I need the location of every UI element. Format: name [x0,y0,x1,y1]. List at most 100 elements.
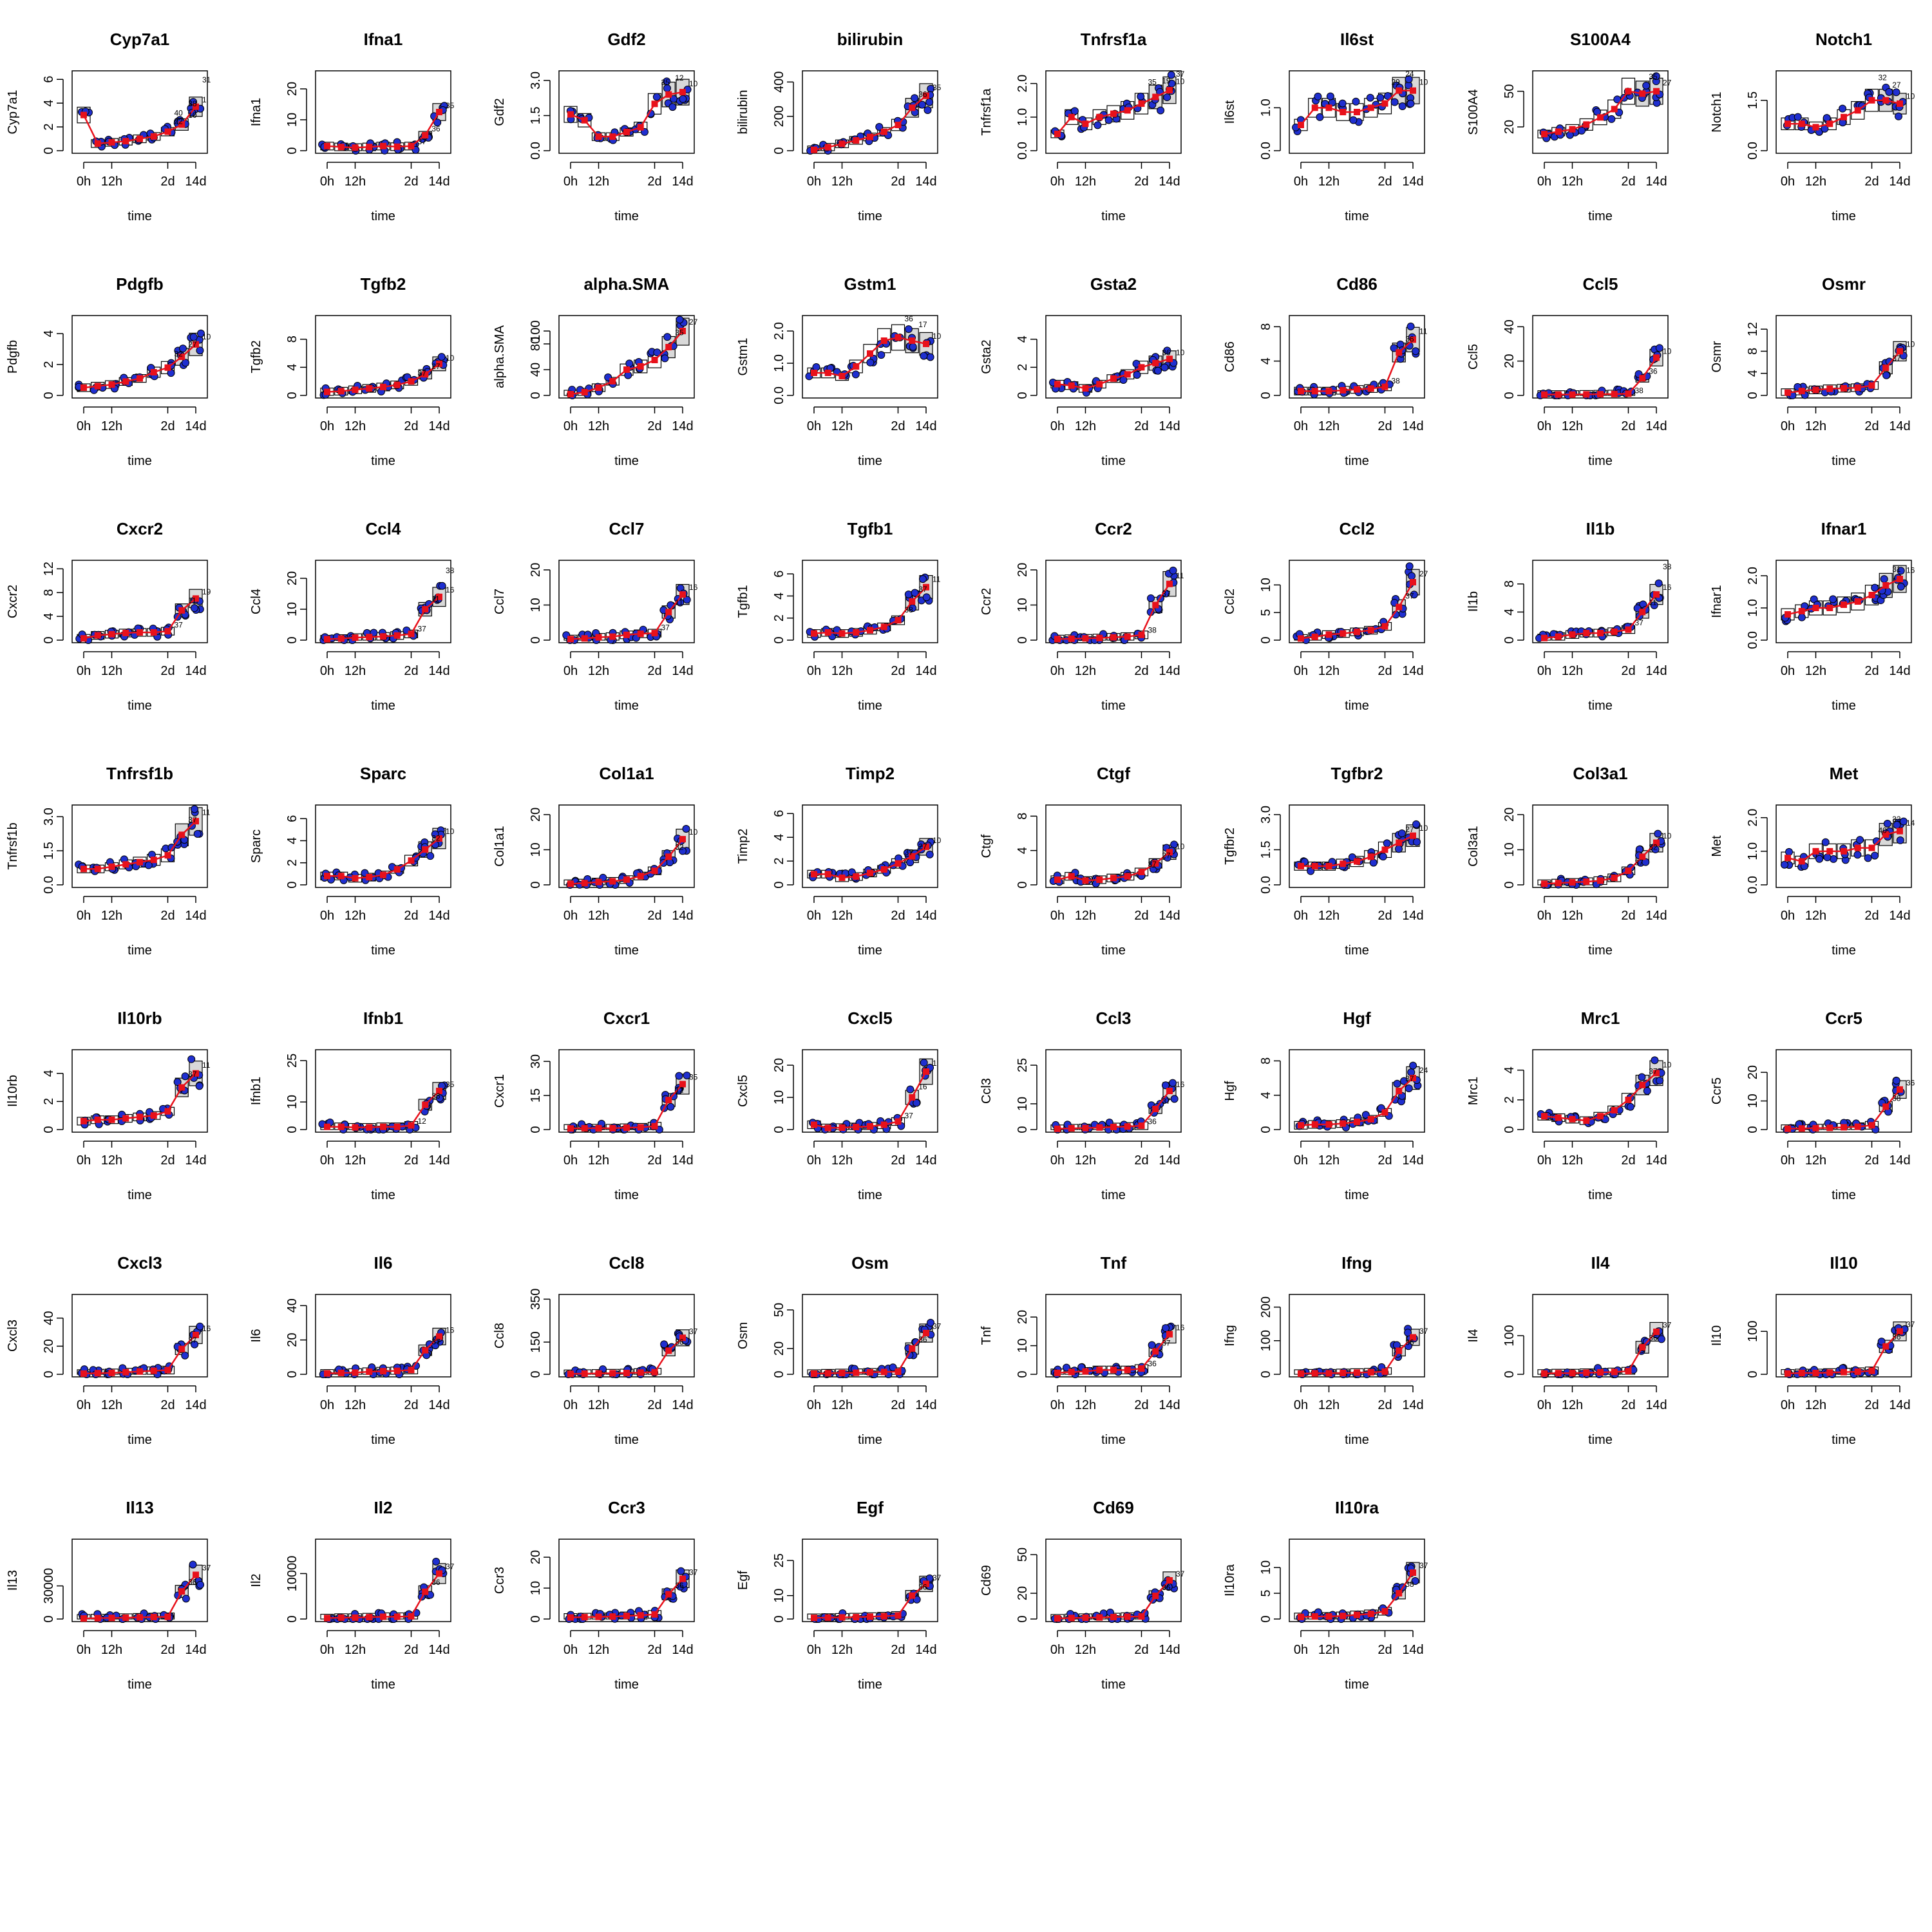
data-point [1326,92,1334,100]
mean-marker [122,1614,129,1621]
mean-marker [1367,1116,1374,1122]
point-label: 37 [1405,1074,1414,1083]
x-tick-label: 14d [915,175,936,189]
y-tick-label: 40 [42,1311,56,1325]
chart-title: Egf [857,1498,884,1517]
y-axis-label: Gsta2 [980,339,994,374]
x-tick-label: 12h [588,1643,609,1657]
mean-marker [1054,130,1061,137]
mean-marker [595,1370,602,1377]
y-tick-label: 20 [772,1341,786,1356]
point-label: 35 [689,1072,698,1081]
y-tick-label: 2.0 [1746,567,1760,585]
mean-marker [581,635,588,642]
x-axis-label: time [1345,1188,1369,1202]
data-point [1829,595,1837,603]
point-label: 10 [689,828,698,837]
x-tick-label: 0h [1050,419,1065,433]
x-tick-label: 2d [647,419,661,433]
chart-title: Notch1 [1815,30,1872,49]
mean-marker [380,383,386,390]
mean-marker [609,133,616,140]
mean-marker [1826,385,1833,392]
mean-marker [581,1124,588,1132]
chart-panel-col1a1: Col1a1 0 10 20 Col1a1 0h 12h 2d 14d time 10 32 [493,764,698,958]
mean-marker [1569,631,1576,638]
mean-marker [1367,1368,1374,1376]
y-tick-label: 0 [42,636,56,643]
data-point [1169,566,1177,574]
y-tick-label: 25 [772,1553,786,1567]
chart-title: Cd86 [1336,274,1378,294]
y-axis-label: Il2 [249,1573,263,1587]
y-axis-label: Tgfb2 [249,340,263,373]
x-tick-label: 0h [1294,909,1308,923]
plot-frame [1532,70,1669,154]
point-label: 36 [1162,1583,1171,1592]
x-tick-label: 14d [672,419,693,433]
point-label: 11 [1419,327,1428,336]
x-axis-label: time [1588,209,1613,223]
mean-marker [1625,626,1632,633]
mean-marker [609,633,616,640]
mean-marker [1311,1370,1318,1377]
y-axis-label: Il10rb [6,1075,20,1107]
y-tick-label: 50 [1502,84,1517,99]
mean-marker [80,384,87,391]
point-label: 36 [675,1581,684,1590]
mean-marker [895,860,902,867]
y-axis-label: Ifng [1223,1325,1237,1346]
mean-marker [1625,1096,1632,1103]
data-point [904,591,913,599]
x-tick-label: 12h [345,1153,366,1168]
chart-panel-ifnb1: Ifnb1 0 10 25 Ifnb1 0h 12h 2d 14d time 35 36 12 [249,1009,455,1202]
data-point [676,316,684,324]
data-point [1821,838,1830,846]
data-point [1412,820,1421,828]
plot-frame [1776,315,1912,399]
data-point [677,1567,685,1575]
point-label: 11 [1176,571,1184,580]
point-label: 36 [918,90,927,99]
plot-frame [71,315,208,399]
mean-marker [1583,121,1590,128]
chart-panel-gdf2: Gdf2 0.0 1.5 3.0 Gdf2 0h 12h 2d 14d time 10 12 35 [493,30,698,223]
y-axis-label: Cxcl3 [6,1320,20,1352]
data-point [679,95,687,103]
chart-title: Cxcl3 [117,1253,162,1273]
mean-marker [1082,385,1089,392]
data-point [1410,591,1418,599]
mean-marker [408,1367,415,1374]
mean-marker [867,869,873,876]
mean-marker [150,133,157,140]
point-label: 19 [202,587,211,596]
mean-marker [94,140,101,147]
x-axis-label: time [128,1678,152,1692]
plot-frame [1289,315,1425,399]
y-axis-label: Col3a1 [1466,826,1481,866]
x-tick-label: 2d [1134,1398,1148,1412]
y-axis-label: Gdf2 [493,98,507,126]
mean-marker [824,629,831,636]
x-tick-label: 0h [807,175,821,189]
data-point [668,103,677,111]
x-tick-label: 0h [1537,419,1551,433]
mean-marker [164,128,171,135]
mean-marker [436,593,442,600]
mean-marker [193,595,199,602]
data-point [1864,854,1872,862]
y-tick-label: 10 [285,1095,299,1109]
mean-marker [838,140,846,147]
mean-marker [380,871,386,878]
data-point [925,98,934,106]
y-tick-label: 1.5 [42,842,56,860]
mean-marker [1812,124,1819,131]
chart-title: bilirubin [837,30,904,49]
point-label: 16 [918,1083,927,1092]
chart-title: Met [1830,764,1859,783]
mean-marker [1897,576,1903,582]
chart-panel-ccr2: Ccr2 0 10 20 Ccr2 0h 12h 2d 14d time 11 37 38 [980,519,1184,713]
mean-marker [1868,1367,1875,1374]
x-axis-label: time [128,454,152,468]
point-label: 36 [431,124,440,133]
